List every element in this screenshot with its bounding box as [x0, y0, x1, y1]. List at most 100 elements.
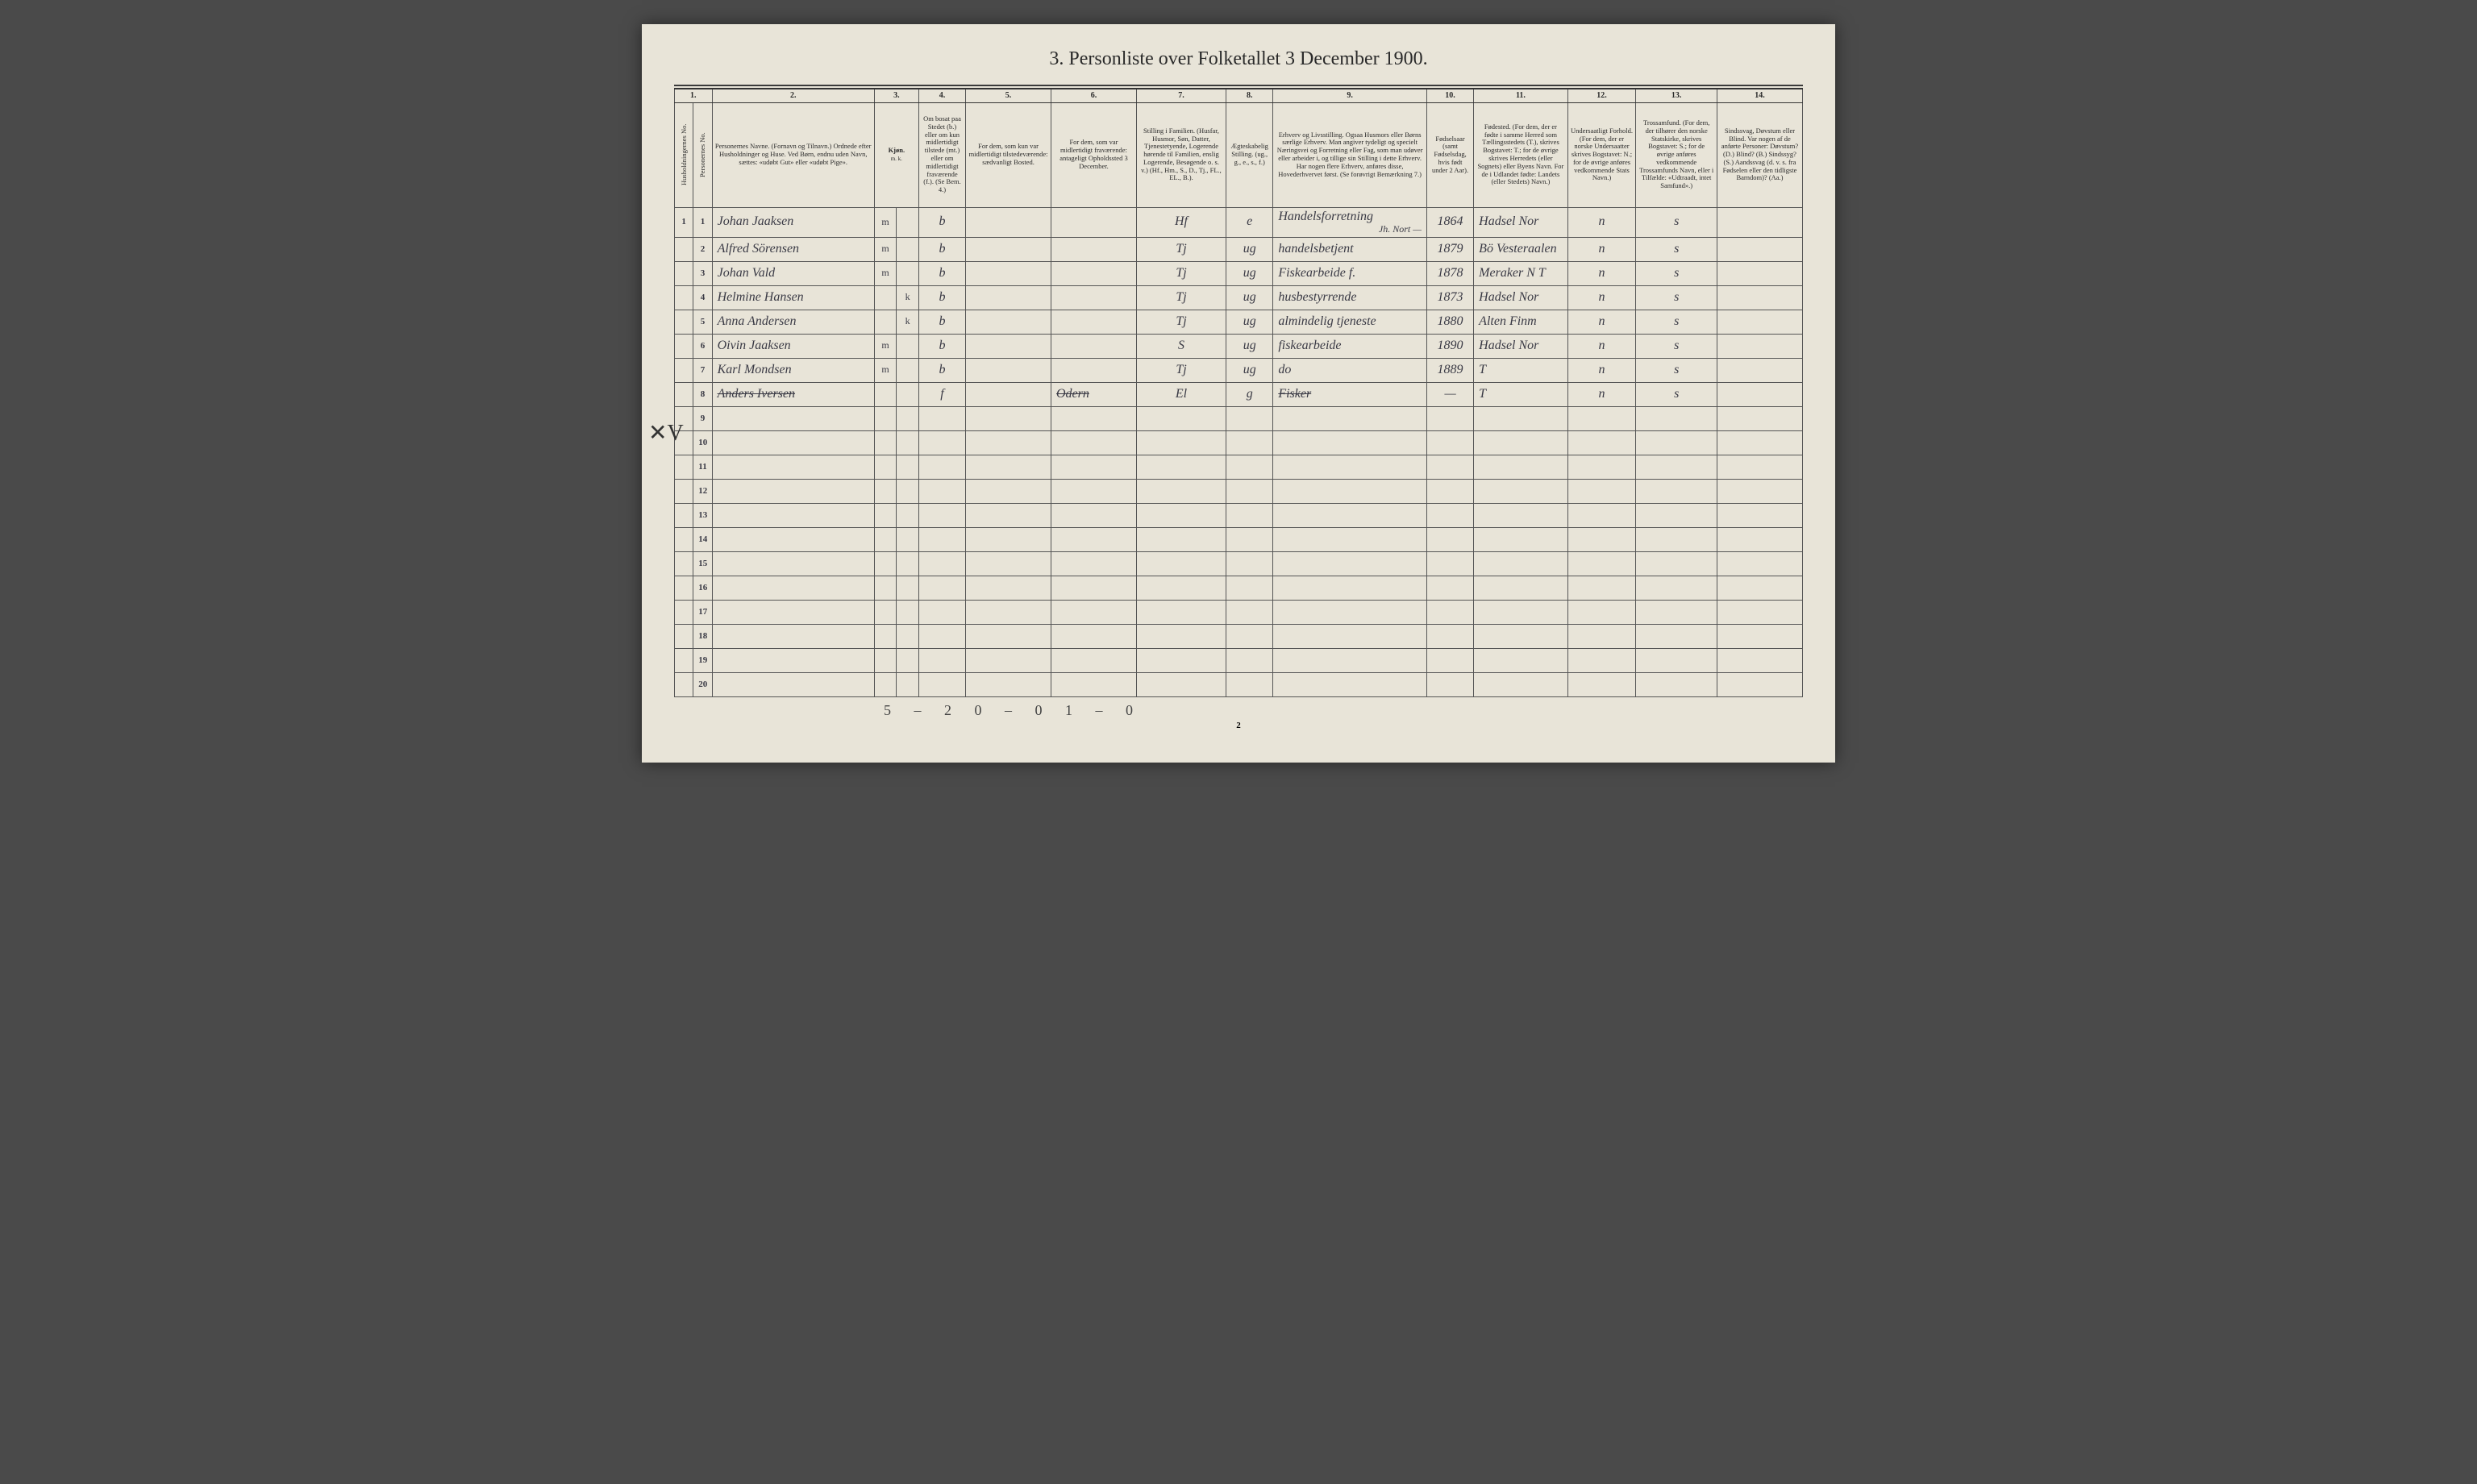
- colnum: 9.: [1273, 89, 1427, 102]
- colnum: 1.: [675, 89, 713, 102]
- cell-birthplace: Bö Vesteraalen: [1474, 237, 1567, 261]
- cell-pn: 12: [693, 479, 712, 503]
- cell-occ: Fiskearbeide f.: [1273, 261, 1427, 285]
- cell-sex-k: [897, 237, 919, 261]
- cell-hh: [675, 672, 693, 696]
- cell-sex-m: [874, 285, 897, 310]
- colnum: 13.: [1636, 89, 1717, 102]
- hdr-household-no: Husholdningernes No.: [675, 102, 693, 207]
- cell-c14: [1717, 382, 1802, 406]
- cell-c5: [966, 382, 1051, 406]
- cell-marr: ug: [1226, 261, 1273, 285]
- table-row-empty: 11: [675, 455, 1803, 479]
- cell-c6: Odern: [1051, 382, 1137, 406]
- table-row: 4Helmine HansenkbTjughusbestyrrende1873H…: [675, 285, 1803, 310]
- table-row-empty: 19: [675, 648, 1803, 672]
- cell-pn: 3: [693, 261, 712, 285]
- cell-hh: [675, 261, 693, 285]
- cell-marr: ug: [1226, 285, 1273, 310]
- margin-annotation: ✕V: [648, 419, 684, 447]
- cell-sex-m: [874, 382, 897, 406]
- cell-sex-m: m: [874, 261, 897, 285]
- cell-nat: n: [1567, 310, 1636, 334]
- cell-c14: [1717, 261, 1802, 285]
- page-title: 3. Personliste over Folketallet 3 Decemb…: [674, 48, 1803, 70]
- cell-hh: [675, 648, 693, 672]
- cell-marr: ug: [1226, 334, 1273, 358]
- cell-name: Johan Vald: [712, 261, 874, 285]
- cell-pn: 14: [693, 527, 712, 551]
- colnum: 3.: [874, 89, 918, 102]
- cell-birthplace: Alten Finm: [1474, 310, 1567, 334]
- cell-nat: n: [1567, 261, 1636, 285]
- cell-c5: [966, 358, 1051, 382]
- cell-year: 1879: [1426, 237, 1473, 261]
- cell-c5: [966, 334, 1051, 358]
- cell-rel: s: [1636, 237, 1717, 261]
- cell-pn: 18: [693, 624, 712, 648]
- cell-name: Anna Andersen: [712, 310, 874, 334]
- table-row-empty: 14: [675, 527, 1803, 551]
- cell-name: Alfred Sörensen: [712, 237, 874, 261]
- cell-pn: 13: [693, 503, 712, 527]
- cell-fam: Tj: [1136, 261, 1226, 285]
- cell-c6: [1051, 261, 1137, 285]
- cell-occ: Fisker: [1273, 382, 1427, 406]
- cell-res: b: [918, 261, 965, 285]
- cell-year: 1873: [1426, 285, 1473, 310]
- hdr-marital: Ægteskabelig Stilling. (ug., g., e., s.,…: [1226, 102, 1273, 207]
- colnum: 10.: [1426, 89, 1473, 102]
- cell-rel: s: [1636, 334, 1717, 358]
- colnum: 14.: [1717, 89, 1802, 102]
- table-row-empty: 15: [675, 551, 1803, 576]
- cell-hh: [675, 624, 693, 648]
- cell-c14: [1717, 237, 1802, 261]
- cell-fam: Tj: [1136, 285, 1226, 310]
- cell-c14: [1717, 207, 1802, 237]
- colnum: 4.: [918, 89, 965, 102]
- cell-rel: s: [1636, 261, 1717, 285]
- cell-nat: n: [1567, 334, 1636, 358]
- cell-year: 1864: [1426, 207, 1473, 237]
- cell-rel: s: [1636, 310, 1717, 334]
- cell-hh: [675, 551, 693, 576]
- cell-c6: [1051, 310, 1137, 334]
- cell-sex-m: m: [874, 237, 897, 261]
- census-table: 1. 2. 3. 4. 5. 6. 7. 8. 9. 10. 11. 12. 1…: [674, 88, 1803, 697]
- hdr-residence: Om bosat paa Stedet (b.) eller om kun mi…: [918, 102, 965, 207]
- cell-res: b: [918, 285, 965, 310]
- cell-fam: Tj: [1136, 310, 1226, 334]
- column-number-row: 1. 2. 3. 4. 5. 6. 7. 8. 9. 10. 11. 12. 1…: [675, 89, 1803, 102]
- cell-hh: [675, 334, 693, 358]
- cell-year: 1889: [1426, 358, 1473, 382]
- cell-c5: [966, 310, 1051, 334]
- cell-c5: [966, 237, 1051, 261]
- hdr-disability: Sindssvag, Døvstum eller Blind. Var noge…: [1717, 102, 1802, 207]
- cell-pn: 6: [693, 334, 712, 358]
- cell-pn: 8: [693, 382, 712, 406]
- cell-pn: 2: [693, 237, 712, 261]
- cell-pn: 20: [693, 672, 712, 696]
- table-row: 8Anders IversenfOdernElgFisker—Tns: [675, 382, 1803, 406]
- table-row-empty: 9: [675, 406, 1803, 430]
- colnum: 11.: [1474, 89, 1567, 102]
- cell-occ: HandelsforretningJh. Nort —: [1273, 207, 1427, 237]
- colnum: 5.: [966, 89, 1051, 102]
- cell-marr: g: [1226, 382, 1273, 406]
- cell-year: 1890: [1426, 334, 1473, 358]
- cell-res: f: [918, 382, 965, 406]
- cell-pn: 9: [693, 406, 712, 430]
- table-body: 11Johan JaaksenmbHfeHandelsforretningJh.…: [675, 207, 1803, 696]
- cell-hh: [675, 382, 693, 406]
- cell-occ: handelsbetjent: [1273, 237, 1427, 261]
- page-number: 2: [674, 721, 1803, 730]
- cell-c6: [1051, 334, 1137, 358]
- cell-pn: 4: [693, 285, 712, 310]
- table-row-empty: 10: [675, 430, 1803, 455]
- hdr-person-no: Personernes No.: [693, 102, 712, 207]
- cell-hh: [675, 600, 693, 624]
- table-row-empty: 16: [675, 576, 1803, 600]
- hdr-religion: Trossamfund. (For dem, der tilhører den …: [1636, 102, 1717, 207]
- cell-marr: ug: [1226, 237, 1273, 261]
- cell-c6: [1051, 358, 1137, 382]
